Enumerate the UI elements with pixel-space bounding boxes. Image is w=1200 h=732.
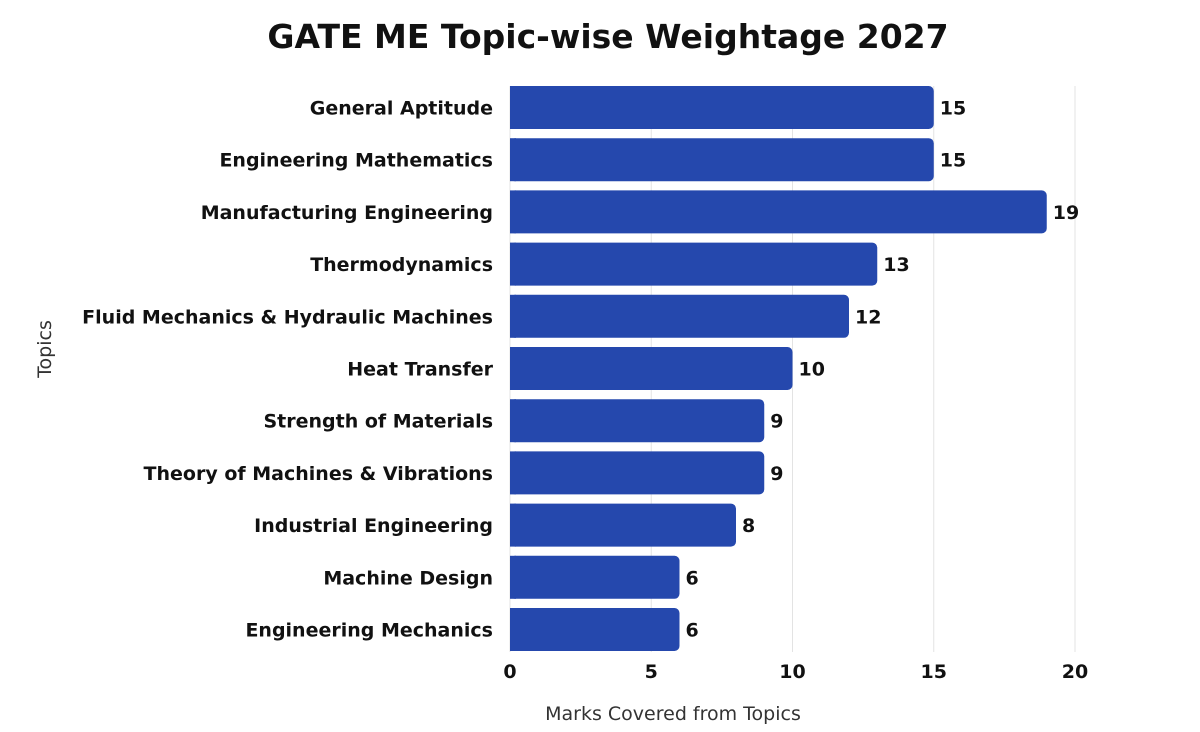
bars (510, 86, 1047, 651)
value-label: 9 (770, 411, 783, 433)
category-label: General Aptitude (310, 98, 493, 120)
bar (510, 555, 680, 599)
bar-base (510, 190, 516, 234)
x-tick-label: 10 (779, 661, 805, 683)
bar-base (510, 399, 516, 443)
bar (510, 242, 878, 286)
bar-base (510, 138, 516, 182)
bar-base (510, 242, 516, 286)
value-label: 6 (686, 620, 699, 642)
bar (510, 138, 934, 182)
chart-title: GATE ME Topic-wise Weightage 2027 (267, 17, 948, 56)
bar (510, 294, 849, 338)
bar (510, 347, 793, 390)
bar (510, 399, 765, 443)
category-label: Industrial Engineering (254, 515, 493, 537)
value-label: 15 (940, 98, 966, 120)
value-label: 10 (799, 359, 825, 381)
category-label: Thermodynamics (310, 254, 493, 276)
value-label: 6 (686, 567, 699, 589)
category-label: Heat Transfer (347, 359, 493, 381)
value-label: 15 (940, 150, 966, 172)
bar-base (510, 294, 516, 338)
category-label: Fluid Mechanics & Hydraulic Machines (82, 306, 493, 328)
category-label: Engineering Mechanics (245, 620, 493, 642)
x-tick-label: 20 (1062, 661, 1088, 683)
bar (510, 86, 934, 129)
x-tick-label: 5 (645, 661, 658, 683)
bar-base (510, 451, 516, 495)
value-labels: 15 15 19 13 12 10 9 9 8 6 6 (686, 98, 1080, 642)
category-labels: General Aptitude Engineering Mathematics M… (82, 98, 493, 642)
x-tick-label: 0 (503, 661, 516, 683)
bar-base (510, 503, 516, 547)
bar-base (510, 347, 516, 390)
y-axis-title: Topics (34, 320, 56, 379)
category-label: Engineering Mathematics (219, 150, 493, 172)
x-axis-title: Marks Covered from Topics (545, 703, 801, 725)
bar-base (510, 555, 516, 599)
x-tick-labels: 0 5 10 15 20 (503, 661, 1088, 683)
bar (510, 608, 680, 651)
category-label: Strength of Materials (263, 411, 493, 433)
category-label: Machine Design (323, 567, 493, 589)
category-label: Theory of Machines & Vibrations (144, 463, 493, 485)
x-tick-label: 15 (921, 661, 947, 683)
bar (510, 503, 736, 547)
bar (510, 190, 1047, 234)
value-label: 19 (1053, 202, 1079, 224)
value-label: 9 (770, 463, 783, 485)
bar (510, 451, 765, 495)
value-label: 12 (855, 306, 881, 328)
bar-base (510, 86, 516, 129)
category-label: Manufacturing Engineering (201, 202, 493, 224)
bar-base (510, 608, 516, 651)
value-label: 8 (742, 515, 755, 537)
value-label: 13 (883, 254, 909, 276)
